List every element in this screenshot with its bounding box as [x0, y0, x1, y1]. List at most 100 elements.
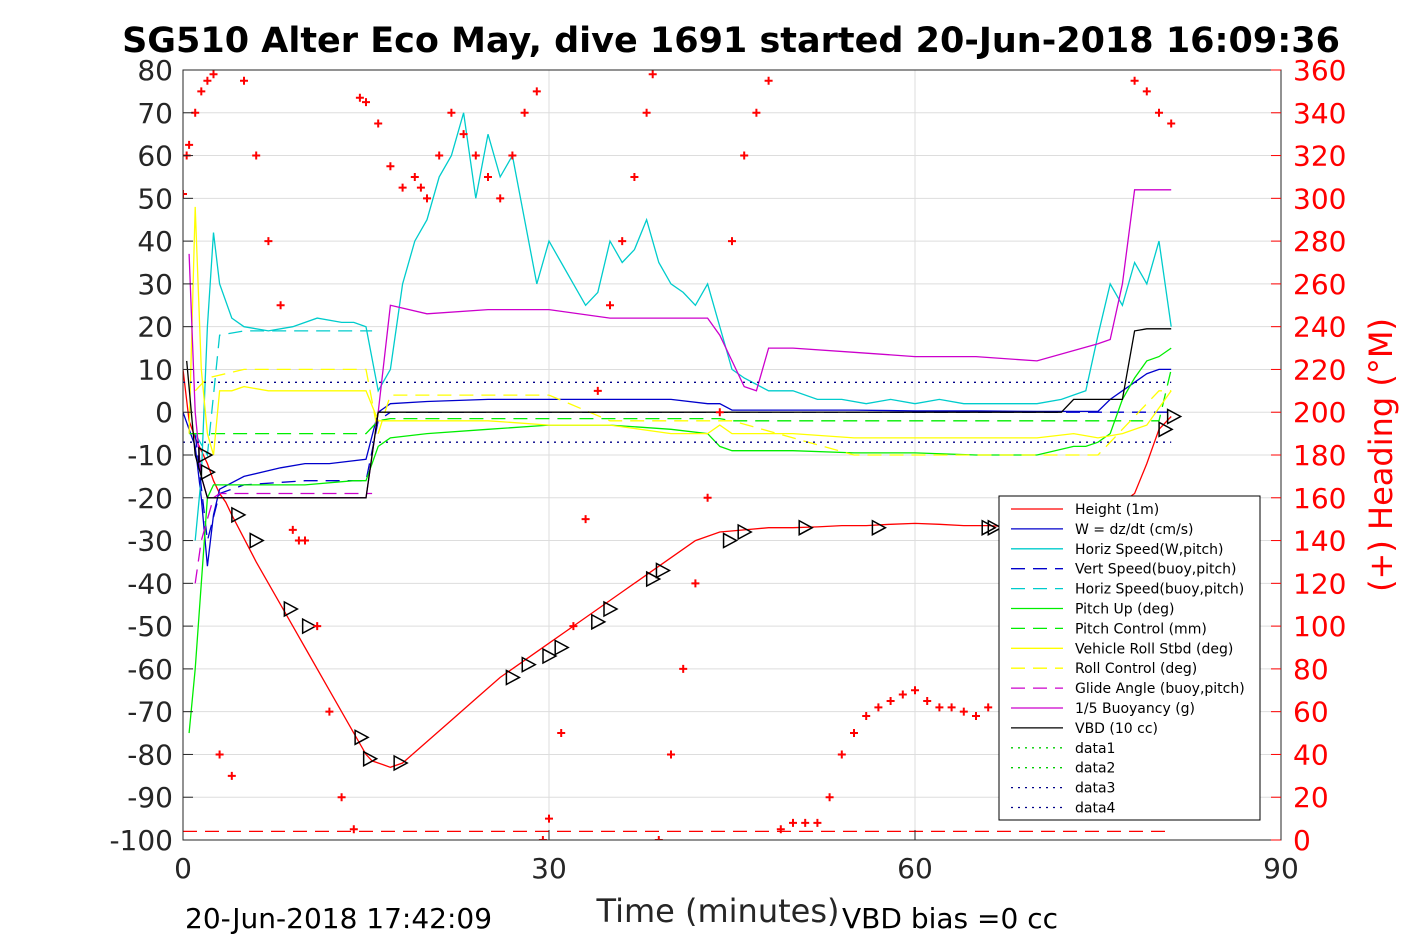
heading-plus-marker [776, 825, 785, 834]
heading-plus-marker [1155, 108, 1163, 117]
gc-triangle-marker [283, 600, 299, 618]
legend-label-data1: data1 [1075, 741, 1115, 757]
gc-triangle-marker [722, 532, 739, 549]
heading-plus-marker [398, 183, 407, 192]
heading-plus-marker [923, 696, 932, 705]
heading-plus-marker [362, 98, 370, 107]
heading-plus-marker [679, 664, 688, 673]
heading-plus-marker [325, 707, 334, 716]
x-tick-label: 0 [174, 852, 192, 885]
heading-plus-marker [484, 172, 492, 181]
heading-plus-marker [1130, 76, 1139, 85]
heading-plus-marker [185, 140, 194, 149]
heading-plus-marker [789, 818, 797, 827]
heading-plus-marker [1167, 119, 1176, 128]
heading-plus-marker [972, 711, 980, 720]
legend-label-vehicle-roll-stbd-deg: Vehicle Roll Stbd (deg) [1075, 641, 1233, 657]
y-right-tick-label: 220 [1293, 353, 1346, 386]
y-right-tick-label: 40 [1293, 738, 1329, 771]
x-tick-label: 30 [531, 852, 567, 885]
series-line-horiz-speed-w-pitch [194, 112, 1172, 541]
y-right-tick-label: 180 [1293, 439, 1346, 472]
y-tick-label: -20 [127, 482, 173, 515]
y-right-tick-label: 120 [1293, 567, 1346, 600]
legend-label-data4: data4 [1075, 801, 1116, 817]
y-tick-label: 10 [137, 353, 173, 386]
gc-triangle-marker [1166, 408, 1183, 425]
x-axis-label: Time (minutes) [596, 892, 840, 930]
y-right-tick-label: 80 [1293, 653, 1329, 686]
heading-plus-marker [209, 70, 218, 79]
heading-plus-marker [227, 771, 236, 780]
heading-plus-marker [545, 814, 553, 823]
heading-plus-marker [667, 750, 675, 759]
footer-vbd-bias: VBD bias =0 cc [842, 902, 1058, 935]
heading-plus-marker [752, 108, 761, 117]
y-tick-label: 20 [137, 311, 173, 344]
legend-label-glide-angle-buoy-pitch: Glide Angle (buoy,pitch) [1075, 681, 1245, 697]
y-tick-label: 50 [137, 182, 173, 215]
heading-plus-marker [898, 690, 907, 699]
heading-plus-marker [447, 108, 456, 117]
y-right-tick-label: 360 [1293, 54, 1346, 87]
legend-label-horiz-speed-w-pitch: Horiz Speed(W,pitch) [1075, 542, 1223, 558]
heading-plus-marker [728, 237, 736, 246]
series-line-horiz-speed-buoy-pitch [194, 330, 373, 458]
gc-triangle-marker [301, 617, 318, 635]
heading-plus-marker [862, 711, 871, 720]
y-right-tick-label: 260 [1293, 268, 1346, 301]
legend-label-height-1m: Height (1m) [1075, 502, 1159, 518]
y-tick-label: -10 [127, 439, 173, 472]
heading-plus-marker [648, 70, 657, 79]
y-tick-label: 0 [155, 396, 173, 429]
gc-triangle-marker [737, 523, 753, 541]
x-tick-label: 60 [897, 852, 933, 885]
heading-plus-marker [410, 172, 419, 181]
y-right-tick-label: 160 [1293, 482, 1346, 515]
heading-plus-marker [569, 622, 578, 631]
heading-plus-marker [581, 515, 590, 524]
heading-plus-marker [423, 194, 431, 203]
series-line-pitch-control-mm [189, 369, 1172, 435]
heading-plus-marker [642, 108, 651, 117]
y-tick-label: -90 [127, 781, 173, 814]
heading-plus-marker [416, 183, 425, 192]
heading-plus-marker [508, 151, 517, 160]
heading-plus-marker [349, 825, 358, 834]
gc-triangle-marker [871, 519, 887, 536]
footer-timestamp: 20-Jun-2018 17:42:09 [185, 902, 492, 935]
plot-area [183, 70, 1183, 840]
series-line-vbd-10-cc [186, 328, 1172, 499]
y-right-tick-label: 200 [1293, 396, 1346, 429]
gc-triangle-marker [393, 754, 409, 772]
heading-plus-marker [240, 76, 248, 85]
heading-plus-marker [837, 750, 846, 759]
heading-plus-marker [1142, 87, 1151, 96]
y-tick-label: -40 [127, 567, 173, 600]
heading-plus-marker [935, 703, 944, 712]
y-tick-label: -60 [127, 653, 173, 686]
gc-triangle-marker [505, 669, 521, 686]
heading-plus-marker [654, 836, 663, 840]
y-tick-label: -50 [127, 610, 173, 643]
heading-plus-marker [471, 151, 480, 160]
gc-triangle-marker [362, 750, 379, 767]
y-tick-label: -70 [127, 696, 173, 729]
gc-triangle-marker [249, 532, 265, 549]
series-line-1-5-buoyancy-g [188, 189, 1172, 499]
legend-label-data3: data3 [1075, 781, 1115, 797]
heading-plus-marker [355, 93, 364, 102]
heading-plus-marker [313, 622, 322, 631]
y-tick-label: 60 [137, 140, 173, 173]
heading-plus-marker [764, 76, 773, 85]
heading-plus-marker [740, 151, 749, 160]
heading-plus-marker [691, 579, 700, 588]
gc-triangle-marker [655, 562, 672, 579]
gc-triangle-marker [603, 600, 619, 618]
heading-plus-marker [984, 703, 993, 712]
heading-plus-marker [386, 162, 395, 171]
heading-plus-marker [801, 818, 810, 827]
gc-triangle-marker [1158, 421, 1174, 438]
heading-plus-marker [850, 729, 858, 738]
